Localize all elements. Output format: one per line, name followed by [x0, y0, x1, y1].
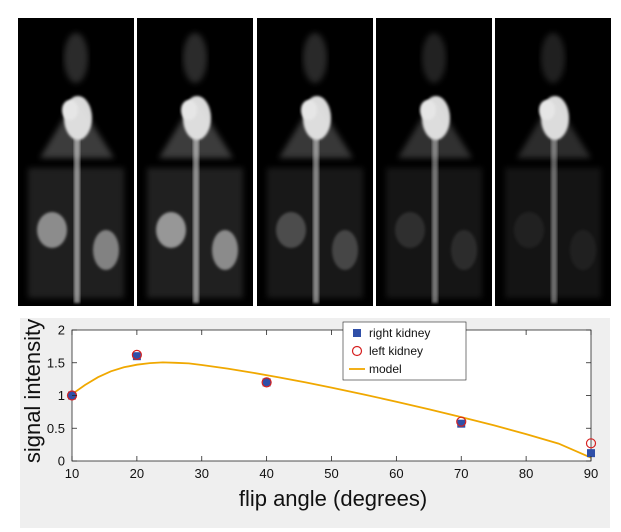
right-kidney-point [132, 352, 141, 361]
mri-image-4 [386, 33, 482, 303]
abdomen-haze [28, 168, 124, 298]
upper-haze [541, 33, 565, 83]
x-tick-label: 80 [519, 466, 533, 481]
abdomen-haze [267, 168, 363, 298]
mri-image-1 [28, 33, 124, 303]
legend-box [342, 321, 467, 381]
x-tick-label: 40 [259, 466, 273, 481]
mri-panel-4 [376, 18, 492, 306]
legend-label-left-kidney: left kidney [369, 344, 423, 358]
right-kidney-point [457, 419, 466, 428]
x-tick-label: 10 [65, 466, 79, 481]
abdomen-haze [386, 168, 482, 298]
x-tick-label: 20 [130, 466, 144, 481]
plot-background [71, 329, 592, 462]
aortic-arch [301, 100, 317, 120]
legend-marker-right-kidney [353, 329, 361, 337]
chart-legend: right kidney left kidney model [342, 321, 467, 381]
legend-label-right-kidney: right kidney [369, 326, 430, 340]
upper-haze [183, 33, 207, 83]
y-tick-label: 0.5 [47, 421, 65, 436]
legend-marker-left-kidney [351, 345, 363, 357]
aortic-arch [539, 100, 555, 120]
mri-image-5 [505, 33, 601, 303]
mri-panel-3 [257, 18, 373, 306]
mri-panel-strip [18, 18, 611, 306]
left-kidney-point [261, 377, 272, 388]
aortic-arch [62, 100, 78, 120]
left-kidney-point [585, 438, 597, 449]
signal-intensity-chart: 10 20 30 40 50 60 70 80 90 0 0.5 1 1.5 2 signal inten… [20, 319, 598, 511]
y-tick-label: 0 [58, 454, 65, 469]
left-kidney-point [131, 349, 142, 360]
mri-panel-2 [137, 18, 253, 306]
x-tick-label: 30 [195, 466, 209, 481]
x-tick-label: 70 [454, 466, 468, 481]
upper-haze [303, 33, 327, 83]
x-tick-label: 50 [324, 466, 338, 481]
abdomen-haze [147, 168, 243, 298]
aortic-arch [420, 100, 436, 120]
chart-area: 10 20 30 40 50 60 70 80 90 0 0.5 1 1.5 2 signal inten… [20, 318, 610, 528]
y-tick-label: 1 [58, 388, 65, 403]
x-tick-label: 90 [584, 466, 598, 481]
y-tick-label: 1.5 [47, 355, 65, 370]
x-tick-label: 60 [389, 466, 403, 481]
plot-frame [71, 329, 592, 462]
mri-panel-1 [18, 18, 134, 306]
x-axis-title: flip angle (degrees) [239, 486, 427, 511]
mri-panel-5 [495, 18, 611, 306]
mri-image-2 [147, 33, 243, 303]
left-kidney-point [456, 416, 467, 427]
ticks-layer: 10 20 30 40 50 60 70 80 90 0 0.5 1 1.5 2 [47, 323, 598, 482]
y-axis-title: signal intensity [20, 319, 45, 463]
right-kidney-point [587, 449, 595, 458]
right-kidney-point [262, 378, 271, 387]
legend-label-model: model [369, 362, 402, 376]
mri-image-3 [267, 33, 363, 303]
abdomen-haze [505, 168, 601, 298]
y-tick-label: 2 [58, 323, 65, 338]
model-curve [71, 361, 592, 459]
upper-haze [64, 33, 88, 83]
aortic-arch [181, 100, 197, 120]
model-layer [71, 361, 592, 459]
upper-haze [422, 33, 446, 83]
